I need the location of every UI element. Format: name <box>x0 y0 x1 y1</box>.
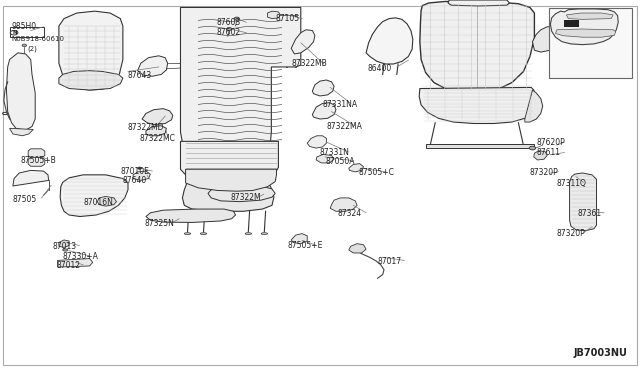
Polygon shape <box>59 11 123 90</box>
Text: 87324: 87324 <box>338 209 362 218</box>
Polygon shape <box>208 185 275 202</box>
Polygon shape <box>570 173 596 231</box>
Polygon shape <box>6 53 35 130</box>
Ellipse shape <box>529 146 536 150</box>
Text: 87322MA: 87322MA <box>326 122 362 131</box>
Polygon shape <box>420 1 534 92</box>
Ellipse shape <box>184 233 191 235</box>
Text: 87603: 87603 <box>216 18 241 27</box>
Polygon shape <box>28 157 45 166</box>
Text: 87012: 87012 <box>56 262 81 270</box>
Text: 87320P: 87320P <box>530 169 559 177</box>
Text: 87640: 87640 <box>123 176 147 185</box>
Text: 87505+E: 87505+E <box>288 241 323 250</box>
Polygon shape <box>426 144 534 148</box>
Text: 87643: 87643 <box>128 71 152 80</box>
Polygon shape <box>349 164 364 172</box>
Polygon shape <box>13 170 49 186</box>
Text: JB7003NU: JB7003NU <box>573 349 627 358</box>
Polygon shape <box>448 0 509 6</box>
Polygon shape <box>182 183 274 211</box>
Polygon shape <box>268 11 280 19</box>
Polygon shape <box>419 87 535 124</box>
Polygon shape <box>142 109 173 125</box>
Polygon shape <box>59 71 123 90</box>
Polygon shape <box>349 244 366 253</box>
Text: (2): (2) <box>27 45 36 52</box>
Polygon shape <box>534 151 547 160</box>
Ellipse shape <box>138 167 141 169</box>
Text: 87325N: 87325N <box>145 219 175 228</box>
Text: 86400: 86400 <box>368 64 392 73</box>
Text: 87013: 87013 <box>52 242 77 251</box>
Polygon shape <box>366 18 413 64</box>
Text: 87611: 87611 <box>536 148 561 157</box>
Polygon shape <box>180 7 301 169</box>
Polygon shape <box>146 126 166 136</box>
Ellipse shape <box>200 233 207 235</box>
Text: 87322MD: 87322MD <box>128 123 164 132</box>
Text: 87105: 87105 <box>275 14 300 23</box>
Polygon shape <box>58 259 93 267</box>
Text: N: N <box>12 30 17 35</box>
Polygon shape <box>532 27 559 52</box>
Text: 87016N: 87016N <box>83 198 113 207</box>
Text: 87320P: 87320P <box>557 229 586 238</box>
Polygon shape <box>180 141 278 182</box>
Ellipse shape <box>234 17 239 20</box>
Ellipse shape <box>22 44 27 47</box>
Polygon shape <box>146 209 236 222</box>
Bar <box>564 20 579 27</box>
Text: 87322M: 87322M <box>230 193 261 202</box>
Polygon shape <box>138 56 168 76</box>
Text: 87505: 87505 <box>13 195 37 203</box>
Polygon shape <box>291 234 307 244</box>
Polygon shape <box>550 9 618 45</box>
Polygon shape <box>186 169 276 191</box>
Polygon shape <box>566 13 613 19</box>
Polygon shape <box>312 80 334 96</box>
Text: 87017: 87017 <box>378 257 402 266</box>
Text: 87602: 87602 <box>216 28 241 37</box>
Text: 87331N: 87331N <box>320 148 350 157</box>
Text: 87505+C: 87505+C <box>358 169 394 177</box>
Polygon shape <box>97 196 116 206</box>
Text: 87050A: 87050A <box>325 157 355 166</box>
Polygon shape <box>133 171 150 180</box>
Polygon shape <box>28 149 45 158</box>
FancyBboxPatch shape <box>549 8 632 78</box>
Text: 985H0: 985H0 <box>12 22 36 31</box>
Text: 87330+A: 87330+A <box>63 252 99 261</box>
Polygon shape <box>10 27 44 37</box>
Polygon shape <box>291 30 315 54</box>
Ellipse shape <box>63 249 68 251</box>
Text: 87620P: 87620P <box>536 138 565 147</box>
Text: 87322MB: 87322MB <box>292 60 328 68</box>
Ellipse shape <box>245 233 252 235</box>
Polygon shape <box>330 198 357 211</box>
Polygon shape <box>525 90 543 122</box>
Polygon shape <box>59 240 69 247</box>
Text: 87505+B: 87505+B <box>20 156 56 165</box>
Text: 87311Q: 87311Q <box>557 179 587 187</box>
Ellipse shape <box>10 31 18 35</box>
Text: 87361: 87361 <box>577 209 602 218</box>
Text: N0B918-60610: N0B918-60610 <box>12 36 65 42</box>
Polygon shape <box>312 103 336 119</box>
Text: 87322MC: 87322MC <box>140 134 175 143</box>
Polygon shape <box>60 175 128 217</box>
Polygon shape <box>316 154 334 163</box>
Ellipse shape <box>227 28 232 31</box>
Ellipse shape <box>261 233 268 235</box>
Polygon shape <box>10 128 33 136</box>
Polygon shape <box>556 29 616 37</box>
Text: 87010E: 87010E <box>120 167 149 176</box>
Polygon shape <box>307 136 326 148</box>
Text: 87331NA: 87331NA <box>323 100 358 109</box>
